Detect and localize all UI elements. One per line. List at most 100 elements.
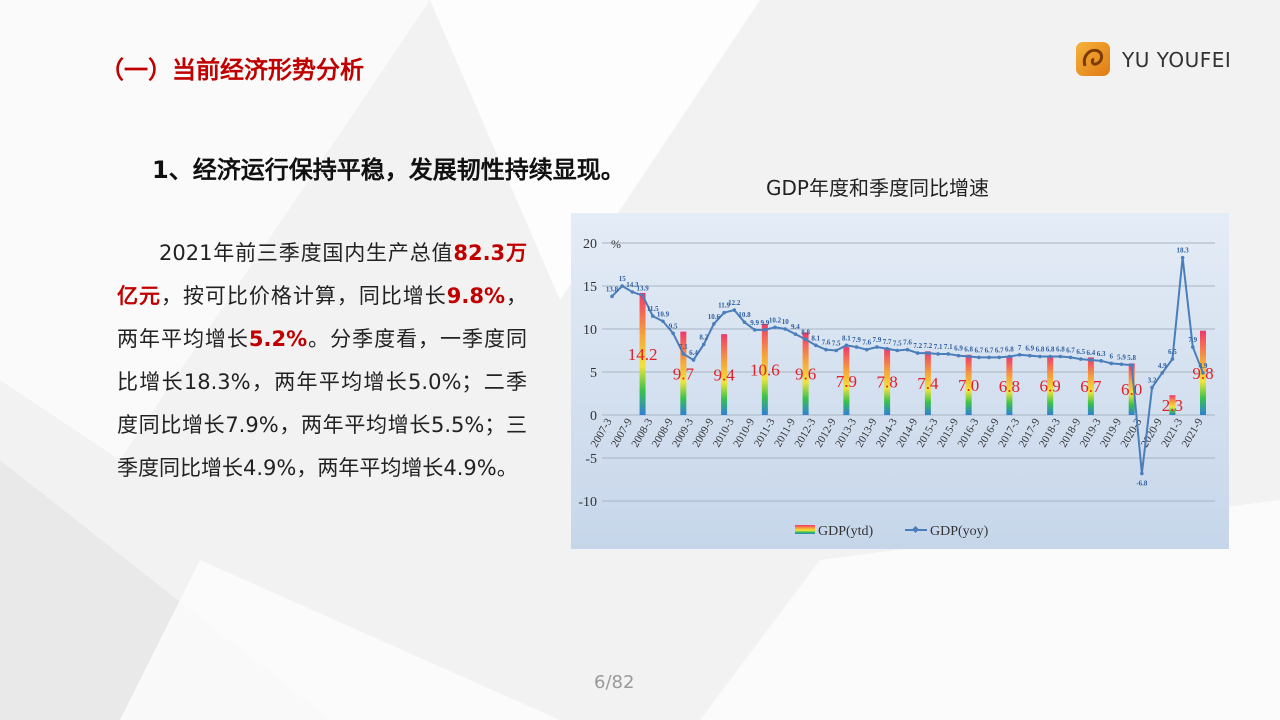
line-value-label: 6.7 [995, 346, 1004, 354]
line-value-label: 10.2 [769, 316, 782, 324]
line-value-label: 6.8 [1005, 346, 1014, 354]
line-value-label: 7.6 [903, 339, 912, 347]
line-marker [671, 331, 675, 336]
line-value-label: 8.1 [842, 334, 851, 342]
line-value-label: 13.8 [606, 285, 619, 293]
line-marker [1150, 385, 1154, 390]
line-value-label: 7.6 [822, 339, 831, 347]
line-value-label: 5.8 [1127, 354, 1136, 362]
line-marker [905, 347, 910, 352]
bar-value-label: 6.8 [999, 377, 1020, 396]
line-marker [997, 355, 1002, 360]
line-value-label: 6.5 [1168, 348, 1177, 356]
line-marker [793, 332, 798, 336]
bar-value-label: 2.3 [1162, 396, 1183, 415]
line-marker [1017, 353, 1022, 357]
line-value-label: 4.9 [1199, 362, 1208, 370]
line-value-label: 9.5 [669, 322, 678, 330]
line-marker [691, 358, 696, 362]
line-value-label: 9.4 [791, 323, 800, 331]
line-value-label: 7.7 [883, 338, 892, 346]
legend-swatch [795, 525, 815, 534]
line-value-label: 10 [782, 318, 790, 326]
line-value-label: 7.5 [893, 340, 902, 348]
bar-value-label: 6.9 [1040, 376, 1061, 395]
y-tick-label: -10 [578, 495, 597, 510]
line-value-label: 6.9 [1025, 345, 1034, 353]
line-value-label: 7.6 [862, 339, 871, 347]
line-value-label: 6.8 [1056, 346, 1065, 354]
line-marker [640, 293, 645, 298]
bar [1087, 357, 1094, 415]
line-marker [1068, 355, 1073, 360]
bar [843, 347, 850, 415]
line-marker [752, 328, 757, 332]
line-marker [732, 308, 737, 312]
line-value-label: 6.3 [1097, 350, 1106, 358]
bar-value-label: 7.9 [836, 372, 857, 391]
bar [721, 334, 728, 415]
line-marker [650, 314, 655, 318]
bar [761, 323, 768, 415]
line-value-label: 12.2 [728, 299, 741, 307]
bar-value-label: 14.2 [628, 345, 658, 364]
line-value-label: 4.9 [1158, 362, 1167, 370]
bar [1047, 355, 1054, 415]
line-marker [1129, 363, 1134, 367]
line-marker [773, 325, 777, 330]
line-marker [681, 352, 686, 356]
line-marker [742, 320, 747, 324]
line-marker [1109, 361, 1114, 366]
bar-value-label: 7.4 [917, 374, 939, 393]
line-marker [864, 347, 869, 352]
line-value-label: 7.2 [924, 342, 933, 350]
bar-value-label: 9.4 [713, 366, 735, 385]
line-value-label: -6.8 [1136, 479, 1148, 487]
line-marker [926, 351, 930, 355]
line-marker [1099, 359, 1103, 363]
line-value-label: 10.8 [738, 311, 751, 319]
bar-value-label: 6.7 [1080, 377, 1102, 396]
line-value-label: 6.5 [1076, 348, 1085, 356]
line-marker [895, 348, 900, 353]
bar [965, 354, 972, 415]
line-marker [936, 352, 940, 356]
line-value-label: 7 [1018, 344, 1022, 352]
bar-value-label: 9.6 [795, 365, 816, 384]
line-value-label: 18.3 [1176, 247, 1189, 255]
line-value-label: 7.1 [934, 343, 943, 351]
bar-value-label: 7.0 [958, 376, 979, 395]
line-marker [1160, 371, 1165, 375]
highlight: 82.3万亿元 [117, 241, 527, 308]
bar [1006, 356, 1013, 415]
legend-swatch [911, 525, 920, 534]
line-value-label: 8.8 [801, 328, 810, 336]
line-marker [1058, 354, 1063, 359]
bar [884, 347, 891, 415]
line-marker [1038, 354, 1042, 359]
bar-value-label: 6.0 [1121, 380, 1142, 399]
text: ，两年平均增长 [117, 284, 527, 351]
line-marker [977, 355, 981, 360]
line-marker [701, 342, 706, 347]
line-marker [1119, 362, 1124, 367]
brand: YU YOUFEI [1122, 48, 1232, 72]
line-marker [722, 310, 726, 315]
line-value-label: 10.9 [657, 310, 670, 318]
line-value-label: 13.9 [636, 284, 649, 292]
line-value-label: 11.9 [718, 302, 730, 310]
y-tick-label: 0 [590, 409, 597, 424]
bar [639, 292, 646, 415]
line-value-label: 14.3 [626, 281, 639, 289]
line-marker [1191, 345, 1195, 349]
line-marker [834, 348, 838, 353]
line-marker [630, 290, 635, 294]
line-marker [620, 284, 624, 288]
y-tick-label: 10 [583, 323, 597, 338]
y-tick-label: 20 [583, 237, 597, 252]
line-value-label: 7.2 [913, 342, 922, 350]
bar-value-label: 7.8 [876, 372, 897, 391]
line-marker [1048, 354, 1052, 359]
line-marker [1007, 354, 1012, 359]
